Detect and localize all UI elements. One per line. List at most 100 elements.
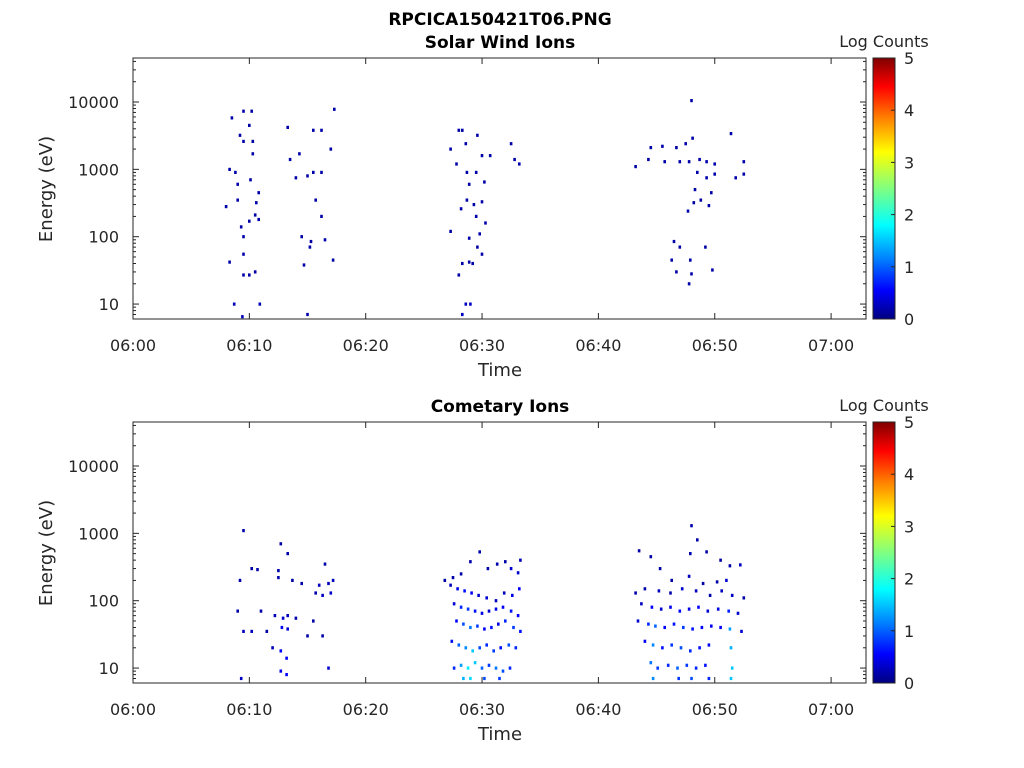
x-tick-label: 07:00 (808, 336, 854, 355)
data-cell (697, 605, 700, 609)
data-cell (251, 152, 255, 156)
data-cell (689, 552, 692, 556)
data-cell (494, 666, 498, 670)
data-cell (474, 214, 478, 218)
data-cell (512, 625, 515, 630)
data-cell (508, 666, 512, 670)
data-cell (461, 128, 464, 132)
data-cell (497, 622, 500, 626)
data-cell (698, 646, 701, 650)
data-cell (740, 629, 743, 633)
data-cell (519, 629, 522, 633)
data-cell (242, 529, 245, 533)
colorbar-tick-label: 5 (904, 49, 914, 68)
data-cell (463, 589, 466, 593)
data-cell (462, 676, 465, 681)
colorbar-tick-label: 1 (904, 258, 914, 277)
data-cell (320, 128, 323, 132)
data-cell (331, 258, 335, 262)
data-cell (321, 634, 324, 638)
y-tick-label: 10000 (68, 93, 119, 112)
data-cell (476, 245, 479, 249)
data-cell (238, 578, 242, 582)
data-cell (494, 599, 498, 603)
data-cell (286, 552, 289, 556)
x-tick-label: 06:30 (459, 700, 505, 719)
data-cell (687, 574, 691, 578)
data-cell (485, 643, 488, 647)
data-cell (286, 614, 289, 618)
data-cell (728, 627, 732, 631)
data-cell (694, 589, 698, 593)
data-cell (742, 172, 746, 176)
data-cell (464, 142, 468, 146)
data-cell (509, 567, 513, 571)
data-cell (279, 542, 283, 546)
data-cell (239, 225, 243, 229)
data-cell (637, 549, 641, 553)
data-cell (242, 252, 245, 256)
data-cell (450, 639, 454, 643)
data-cell (698, 157, 701, 162)
data-cell (678, 245, 682, 249)
data-cell (242, 139, 245, 143)
data-cell (634, 591, 637, 595)
data-cell (701, 581, 705, 586)
data-cell (285, 673, 288, 677)
data-cell (236, 609, 239, 613)
x-axis-label: Time (477, 360, 522, 381)
data-cell (729, 676, 733, 681)
data-cell (257, 191, 260, 195)
data-cell (742, 160, 746, 164)
x-tick-label: 06:40 (575, 336, 621, 355)
data-cell (691, 627, 694, 631)
data-cell (678, 609, 682, 613)
data-cell (687, 282, 691, 286)
data-cell (320, 170, 323, 174)
data-cell (469, 302, 472, 306)
data-cell (461, 261, 464, 266)
data-cell (455, 619, 458, 623)
data-cell (281, 616, 285, 620)
data-cell (676, 666, 679, 670)
colorbar-tick-label: 3 (904, 517, 914, 536)
data-cell (457, 273, 461, 277)
data-cell (715, 580, 719, 584)
data-cell (312, 619, 315, 623)
panel-title: Cometary Ions (431, 397, 570, 417)
data-cell (672, 239, 676, 244)
data-cell (720, 589, 723, 593)
data-cell (498, 676, 501, 681)
data-cell (483, 627, 486, 631)
data-cell (253, 270, 257, 274)
data-cell (670, 578, 673, 582)
x-tick-label: 06:10 (226, 700, 272, 719)
data-cell (643, 639, 647, 643)
data-cell (685, 663, 689, 667)
data-cell (736, 611, 740, 615)
data-cell (469, 676, 472, 681)
data-cell (504, 560, 507, 564)
data-cell (728, 564, 732, 568)
data-cell (480, 666, 484, 670)
data-cell (331, 578, 335, 582)
data-cell (250, 629, 253, 633)
data-cell (480, 611, 484, 615)
data-cell (690, 272, 693, 276)
data-cell (486, 567, 490, 571)
data-cell (291, 578, 294, 582)
x-tick-label: 06:00 (110, 336, 156, 355)
data-cell (239, 676, 243, 681)
data-cell (502, 591, 506, 595)
data-cell (707, 204, 711, 208)
data-cell (511, 593, 514, 597)
data-cell (719, 625, 722, 630)
colorbar-tick-label: 2 (904, 206, 914, 225)
data-cell (473, 661, 477, 665)
data-cell (700, 625, 704, 630)
data-cell (488, 154, 492, 158)
data-cell (457, 643, 461, 647)
data-cell (230, 116, 234, 120)
x-tick-label: 06:50 (692, 700, 738, 719)
